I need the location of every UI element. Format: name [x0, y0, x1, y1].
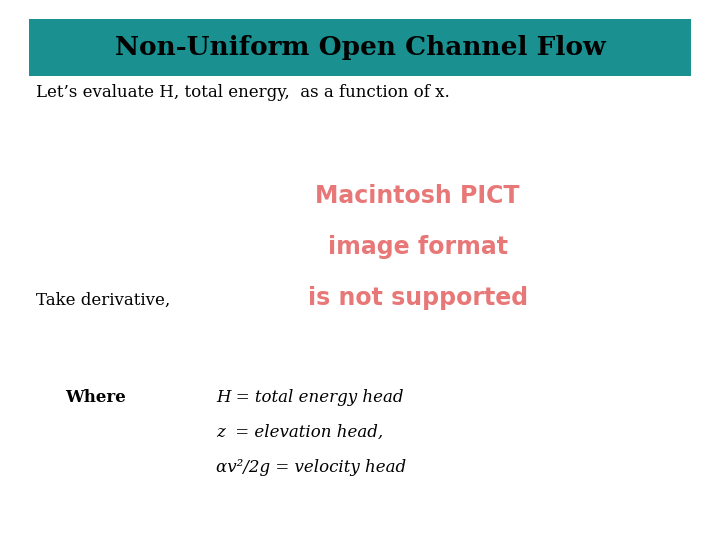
Text: Non-Uniform Open Channel Flow: Non-Uniform Open Channel Flow [114, 35, 606, 60]
Text: is not supported: is not supported [307, 286, 528, 310]
FancyBboxPatch shape [29, 19, 691, 76]
Text: Macintosh PICT: Macintosh PICT [315, 184, 520, 207]
Text: αv²/2g = velocity head: αv²/2g = velocity head [216, 459, 406, 476]
Text: z  = elevation head,: z = elevation head, [216, 424, 383, 441]
Text: H = total energy head: H = total energy head [216, 389, 403, 406]
Text: Let’s evaluate H, total energy,  as a function of x.: Let’s evaluate H, total energy, as a fun… [36, 84, 450, 100]
Text: Take derivative,: Take derivative, [36, 292, 170, 308]
Text: Where: Where [65, 389, 125, 406]
Text: image format: image format [328, 235, 508, 259]
